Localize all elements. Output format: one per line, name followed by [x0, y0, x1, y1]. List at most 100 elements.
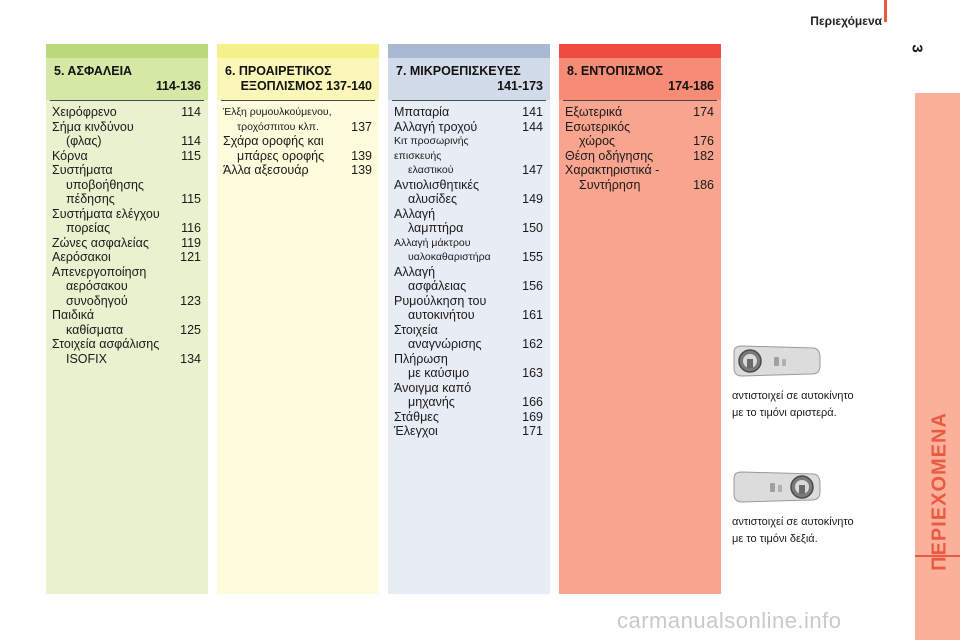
- toc-entry-page: 134: [180, 351, 201, 366]
- toc-entry-title: Αλλαγή μάκτρου: [394, 236, 471, 249]
- toc-entry-title-cont: πορείας: [66, 221, 111, 235]
- header-rule: [50, 100, 204, 101]
- header-rule: [563, 100, 717, 101]
- toc-entry[interactable]: Σήμα κινδύνου (φλας) 114: [52, 120, 204, 149]
- toc-entry-title: Αλλαγή: [394, 206, 436, 221]
- toc-entry[interactable]: Κιτ προσωρινής επισκευής ελαστικού 147: [394, 134, 546, 178]
- toc-entry-title: Άλλα αξεσουάρ: [223, 163, 309, 177]
- toc-entry[interactable]: Απενεργοποίηση αερόσακου: [52, 265, 204, 294]
- toc-entry[interactable]: Πλήρωση με καύσιμο 163: [394, 352, 546, 381]
- column-header: 5. ΑΣΦΑΛΕΙΑ 114-136: [46, 58, 208, 100]
- toc-entry[interactable]: Αλλαγή τροχού 144: [394, 120, 546, 135]
- column-header: 7. ΜΙΚΡΟΕΠΙΣΚΕΥΕΣ 141-173: [388, 58, 550, 100]
- column-color-bar: [388, 44, 550, 58]
- toc-entry[interactable]: συνοδηγού 123: [52, 294, 204, 309]
- toc-entry[interactable]: Ρυμούλκηση του αυτοκινήτου 161: [394, 294, 546, 323]
- toc-entry[interactable]: Συστήματα υποβοήθησης: [52, 163, 204, 192]
- page-number: 3: [908, 44, 926, 53]
- toc-entry[interactable]: Χειρόφρενο 114: [52, 105, 204, 120]
- toc-entry[interactable]: Αντιολισθητικές αλυσίδες 149: [394, 178, 546, 207]
- rhd-note: αντιστοιχεί σε αυτοκίνητο με το τιμόνι δ…: [732, 514, 854, 548]
- toc-entry-title-cont: αερόσακου: [66, 279, 128, 293]
- toc-entry-title: Στοιχεία ασφάλισης: [52, 337, 160, 351]
- toc-entry-page: 139: [351, 163, 372, 177]
- toc-entry-title-cont: χώρος: [579, 134, 616, 148]
- chapter-page-range: ΕΞΟΠΛΙΣΜΟΣ 137-140: [240, 79, 372, 93]
- toc-entry[interactable]: Άνοιγμα καπό μηχανής 166: [394, 381, 546, 410]
- toc-entry-page: 114: [181, 105, 201, 119]
- toc-entry-title: Σήμα κινδύνου: [52, 119, 134, 134]
- toc-entry-title: Αλλαγή τροχού: [394, 119, 478, 134]
- toc-entry[interactable]: Εξωτερικά 174: [565, 105, 717, 120]
- toc-entry-page: 163: [522, 366, 543, 380]
- toc-entry-title: Ρυμούλκηση του: [394, 293, 487, 308]
- toc-entry-title-cont: μηχανής: [408, 395, 455, 409]
- chapter-title: 5. ΑΣΦΑΛΕΙΑ: [54, 64, 133, 78]
- toc-entry[interactable]: Μπαταρία 141: [394, 105, 546, 120]
- toc-entry-title-cont: πέδησης: [66, 192, 115, 206]
- rhd-note-line-1: αντιστοιχεί σε αυτοκίνητο: [732, 516, 854, 528]
- toc-entry[interactable]: Άλλα αξεσουάρ 139: [223, 163, 375, 178]
- toc-entry-page: 182: [693, 148, 714, 163]
- toc-entry-title: Στάθμες: [394, 409, 439, 424]
- left-hand-drive-car-icon: [733, 345, 821, 377]
- toc-entry[interactable]: Έλξη ρυμουλκούμενου, τροχόσπιτου κλπ. 137: [223, 105, 375, 134]
- toc-entry-page: 115: [181, 148, 201, 163]
- toc-entry-title-cont: αυτοκινήτου: [408, 308, 475, 322]
- toc-entry[interactable]: Αερόσακοι 121: [52, 250, 204, 265]
- toc-entry-title: Μπαταρία: [394, 105, 450, 119]
- toc-entry[interactable]: Στάθμες 169: [394, 410, 546, 425]
- toc-entry-page: 155: [522, 250, 543, 264]
- toc-entry[interactable]: Αλλαγή λαμπτήρα 150: [394, 207, 546, 236]
- toc-entry[interactable]: Θέση οδήγησης 182: [565, 149, 717, 164]
- toc-entry-title: Έλεγχοι: [394, 424, 438, 438]
- toc-entry-page: 139: [351, 148, 372, 163]
- column-color-bar: [217, 44, 379, 58]
- toc-entry[interactable]: Χαρακτηριστικά - Συντήρηση 186: [565, 163, 717, 192]
- toc-entry-title: Απενεργοποίηση: [52, 264, 147, 279]
- toc-entry-page: 176: [693, 134, 714, 148]
- chapter-page-range: 174-186: [668, 79, 714, 93]
- toc-entry[interactable]: Αλλαγή μάκτρου υαλοκαθαριστήρα 155: [394, 236, 546, 265]
- toc-entry-page: 174: [693, 105, 714, 119]
- toc-entry[interactable]: Παιδικά καθίσματα 125: [52, 308, 204, 337]
- toc-entry-title: Συστήματα ελέγχου: [52, 206, 160, 221]
- toc-entry-title-cont: ασφάλειας: [408, 279, 467, 293]
- toc-entry-page: 171: [522, 424, 543, 438]
- toc-entry-page: 116: [181, 221, 201, 235]
- toc-entry-page: 141: [522, 105, 543, 119]
- toc-entry[interactable]: πέδησης 115: [52, 192, 204, 207]
- toc-entry-page: 144: [522, 119, 543, 134]
- toc-entry-title-cont: υποβοήθησης: [66, 177, 144, 192]
- toc-entry-page: 169: [522, 409, 543, 424]
- toc-entry-title: Συστήματα: [52, 163, 113, 177]
- contents-column-6: 6. ΠΡΟΑΙΡΕΤΙΚΟΣ ΕΞΟΠΛΙΣΜΟΣ 137-140 Έλξη ρυ…: [217, 44, 379, 594]
- header-accent-bar: [884, 0, 887, 22]
- header-rule: [392, 100, 546, 101]
- toc-entry[interactable]: Αλλαγή ασφάλειας 156: [394, 265, 546, 294]
- toc-entry-title-cont: ελαστικού: [408, 164, 454, 176]
- toc-entry[interactable]: Εσωτερικός χώρος 176: [565, 120, 717, 149]
- toc-entry-title: Παιδικά: [52, 308, 95, 322]
- toc-entry-page: 186: [693, 177, 714, 192]
- toc-entry[interactable]: Συστήματα ελέγχου πορείας 116: [52, 207, 204, 236]
- toc-entry[interactable]: Κόρνα 115: [52, 149, 204, 164]
- toc-entry[interactable]: Ζώνες ασφαλείας 119: [52, 236, 204, 251]
- section-side-tab: [915, 93, 960, 640]
- toc-entry-page: 137: [351, 119, 372, 134]
- toc-entry[interactable]: Στοιχεία αναγνώρισης 162: [394, 323, 546, 352]
- column-header: 8. ΕΝΤΟΠΙΣΜΟΣ 174-186: [559, 58, 721, 100]
- toc-entry-title-cont: υαλοκαθαριστήρα: [408, 251, 491, 263]
- toc-entry-title-cont: ISOFIX: [66, 351, 107, 366]
- toc-entry-page: 119: [181, 235, 201, 250]
- toc-entry[interactable]: Στοιχεία ασφάλισης ISOFIX 134: [52, 337, 204, 366]
- chapter-title: 6. ΠΡΟΑΙΡΕΤΙΚΟΣ: [225, 64, 332, 78]
- toc-entry[interactable]: Σχάρα οροφής και μπάρες οροφής 139: [223, 134, 375, 163]
- toc-entry-page: 162: [522, 337, 543, 351]
- toc-entry-title: Πλήρωση: [394, 351, 448, 366]
- toc-entry-title-cont: καθίσματα: [66, 322, 124, 337]
- toc-entry-page: 125: [180, 322, 201, 337]
- toc-entry[interactable]: Έλεγχοι 171: [394, 424, 546, 439]
- toc-entry-title: Έλξη ρυμουλκούμενου,: [223, 106, 332, 118]
- toc-entry-title-cont: αλυσίδες: [408, 192, 458, 206]
